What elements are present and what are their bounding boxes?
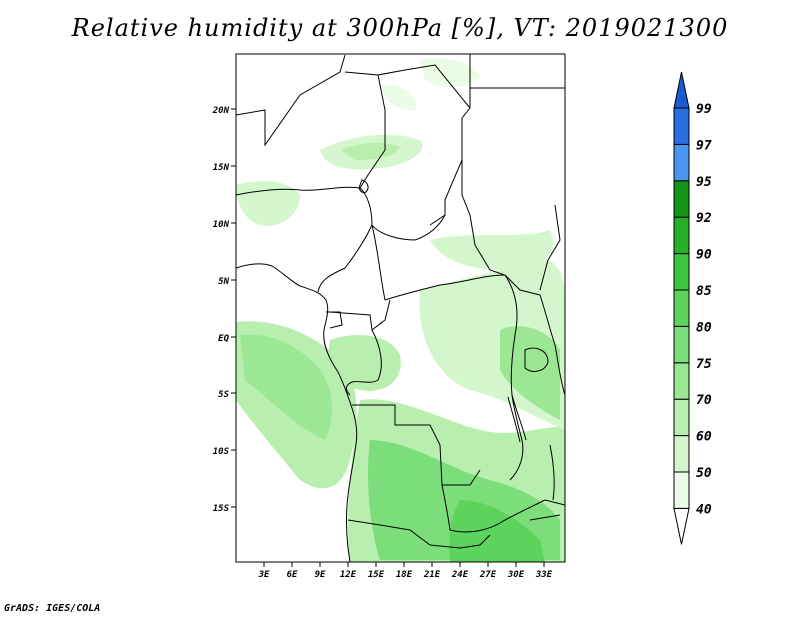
lon-label-12e: 12E bbox=[340, 570, 357, 580]
colorbar-band-85-90 bbox=[673, 253, 690, 291]
border-mozambique bbox=[529, 499, 565, 521]
lat-label-10s: 10S bbox=[213, 447, 230, 457]
border-south-sudan bbox=[539, 204, 561, 291]
colorbar-label-40: 40 bbox=[696, 502, 712, 517]
border-namibia bbox=[429, 534, 491, 549]
colorbar-band-75-80 bbox=[673, 325, 690, 364]
lake-tanganyika bbox=[507, 394, 527, 443]
border-nigeria-cameroon bbox=[317, 224, 373, 293]
border-congo-drc bbox=[346, 329, 382, 396]
lon-label-30e: 30E bbox=[507, 570, 525, 580]
border-angola-south bbox=[347, 519, 431, 546]
coastline-west-africa bbox=[236, 263, 358, 562]
border-nigeria-north bbox=[236, 186, 373, 226]
lat-label-15s: 15S bbox=[213, 504, 230, 514]
lake-malawi bbox=[549, 444, 555, 501]
border-drc-east bbox=[504, 274, 524, 481]
chart-title: Relative humidity at 300hPa [%], VT: 201… bbox=[71, 14, 729, 42]
colorbar-label-97: 97 bbox=[696, 138, 712, 153]
country-boundaries bbox=[236, 54, 565, 562]
colorbar-upper-triangle bbox=[673, 71, 690, 109]
border-niger-chad bbox=[377, 64, 471, 226]
latitude-axis: 20N 15N 10N 5N EQ 5S 10S 15S bbox=[212, 106, 236, 514]
colorbar-label-50: 50 bbox=[696, 466, 712, 481]
border-sahara-1 bbox=[236, 54, 346, 147]
colorbar-band-92-95 bbox=[673, 180, 690, 218]
lat-label-eq: EQ bbox=[218, 334, 229, 344]
colorbar-band-70-75 bbox=[673, 362, 690, 400]
colorbar-label-92: 92 bbox=[696, 211, 712, 226]
colorbar-label-99: 99 bbox=[696, 102, 712, 117]
rh-area-central bbox=[329, 335, 401, 391]
border-east-africa bbox=[539, 294, 565, 396]
plot-frame bbox=[235, 53, 566, 563]
colorbar-label-90: 90 bbox=[696, 248, 712, 263]
lon-label-24e: 24E bbox=[451, 570, 469, 580]
lake-victoria bbox=[524, 347, 549, 372]
border-sudan-chad bbox=[461, 160, 541, 296]
longitude-axis: 3E 6E 9E 12E 15E 18E 21E 24E 27E 30E 33E bbox=[258, 562, 553, 580]
colorbar-label-75: 75 bbox=[696, 357, 712, 372]
border-sahara-2 bbox=[344, 71, 386, 189]
colorbar-lower-triangle bbox=[673, 507, 690, 545]
lake-chad bbox=[359, 179, 369, 193]
lon-label-3e: 3E bbox=[258, 570, 270, 580]
colorbar: 40 50 60 70 75 80 85 90 92 95 97 99 bbox=[673, 71, 712, 545]
colorbar-band-97-99 bbox=[673, 107, 690, 145]
lat-label-5n: 5N bbox=[218, 277, 229, 287]
border-chad-car bbox=[371, 214, 446, 301]
lon-label-33e: 33E bbox=[535, 570, 553, 580]
colorbar-band-60-70 bbox=[673, 398, 690, 437]
rh-area-sahel bbox=[430, 230, 554, 271]
border-car-drc bbox=[384, 274, 506, 301]
lat-label-15n: 15N bbox=[213, 163, 230, 173]
border-gabon bbox=[326, 311, 343, 329]
colorbar-label-95: 95 bbox=[696, 175, 712, 190]
grads-credit: GrADS: IGES/COLA bbox=[4, 603, 101, 614]
lat-label-20n: 20N bbox=[212, 106, 230, 116]
lat-label-5s: 5S bbox=[218, 390, 229, 400]
lon-label-27e: 27E bbox=[479, 570, 497, 580]
lon-label-9e: 9E bbox=[315, 570, 326, 580]
colorbar-band-40-50 bbox=[673, 471, 690, 509]
lon-label-18e: 18E bbox=[396, 570, 413, 580]
border-zambia bbox=[441, 484, 546, 533]
colorbar-band-90-92 bbox=[673, 216, 690, 255]
rh-area-west-core bbox=[240, 334, 332, 440]
lon-label-21e: 21E bbox=[423, 570, 441, 580]
colorbar-band-80-85 bbox=[673, 289, 690, 327]
rh-area-northwest bbox=[236, 181, 300, 226]
border-drc-angola bbox=[352, 404, 481, 486]
lon-label-6e: 6E bbox=[287, 570, 298, 580]
colorbar-label-60: 60 bbox=[696, 430, 712, 445]
colorbar-label-80: 80 bbox=[696, 320, 712, 335]
humidity-shading bbox=[236, 58, 565, 562]
colorbar-label-70: 70 bbox=[696, 393, 712, 408]
lon-label-15e: 15E bbox=[368, 570, 385, 580]
lat-label-10n: 10N bbox=[213, 220, 230, 230]
colorbar-band-50-60 bbox=[673, 435, 690, 473]
colorbar-label-85: 85 bbox=[696, 284, 712, 299]
rh-area-upper-patch bbox=[380, 84, 416, 111]
colorbar-band-95-97 bbox=[673, 143, 690, 182]
rh-area-east-core bbox=[500, 326, 560, 420]
